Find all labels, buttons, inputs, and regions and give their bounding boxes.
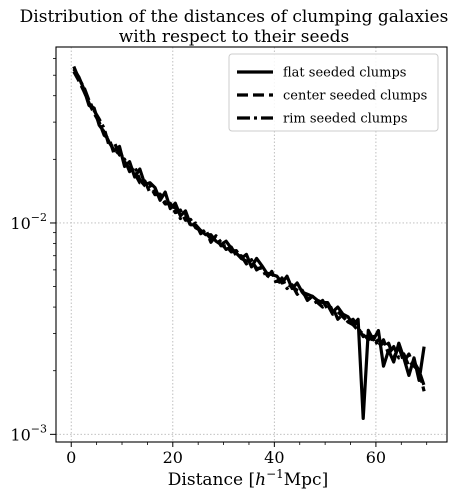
legend-label: flat seeded clumps bbox=[283, 66, 406, 81]
legend: flat seeded clumps center seeded clumps ri… bbox=[228, 53, 439, 132]
x-tick-label: 40 bbox=[264, 448, 284, 467]
legend-label: rim seeded clumps bbox=[283, 112, 408, 127]
y-tick-label-base: 10 bbox=[10, 214, 30, 233]
x-axis-label: Distance [h−1Mpc] bbox=[168, 467, 328, 490]
x-tick-label: 60 bbox=[366, 448, 386, 467]
y-tick-label: 10−2 bbox=[10, 211, 47, 233]
series-line-dashdot bbox=[72, 65, 426, 392]
grid-lines bbox=[56, 47, 447, 442]
plot-frame bbox=[55, 46, 448, 443]
legend-label: center seeded clumps bbox=[283, 89, 427, 104]
x-axis-label-exponent: −1 bbox=[266, 467, 284, 481]
x-axis-label-h: h bbox=[255, 470, 266, 490]
y-tick-label-base: 10 bbox=[10, 425, 30, 444]
legend-box bbox=[228, 53, 439, 132]
y-tick-label-exponent: −2 bbox=[31, 211, 47, 224]
data-series bbox=[72, 65, 426, 420]
x-axis-label-unit: Mpc] bbox=[284, 470, 328, 490]
y-tick-label: 10−3 bbox=[10, 422, 47, 444]
y-tick-label-exponent: −3 bbox=[31, 422, 47, 435]
x-axis-label-main: Distance [ bbox=[168, 470, 255, 490]
chart-title-line-1: Distribution of the distances of clumpin… bbox=[20, 7, 449, 27]
series-line-dashed bbox=[72, 70, 426, 387]
chart-title-line-2: with respect to their seeds bbox=[119, 27, 350, 47]
x-tick-label: 0 bbox=[66, 448, 76, 467]
x-tick-label: 20 bbox=[163, 448, 183, 467]
